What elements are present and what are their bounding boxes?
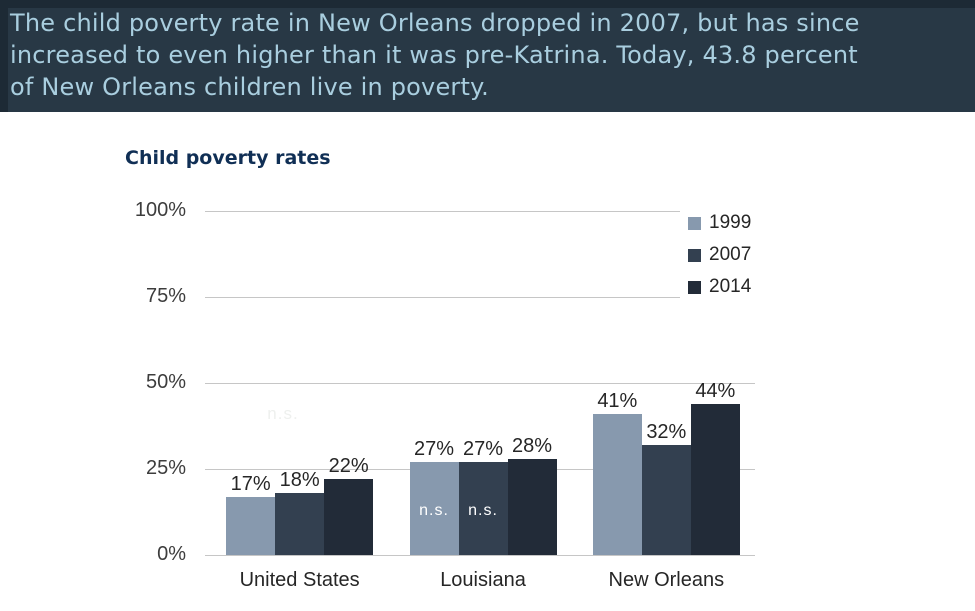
gridline [205, 297, 755, 298]
legend-item-1999: 1999 [688, 207, 775, 239]
bar-new-orleans-1999 [592, 413, 642, 555]
bar-louisiana-2014 [507, 458, 557, 555]
bar-value-label: 41% [597, 389, 638, 412]
chart-title: Child poverty rates [125, 147, 331, 169]
header-banner: The child poverty rate in New Orleans dr… [0, 0, 975, 112]
bar-value-label: 18% [279, 469, 320, 492]
legend-swatch [688, 216, 701, 230]
bar-louisiana-1999: n.s. [409, 462, 459, 555]
legend-item-2014: 2014 [688, 271, 775, 303]
legend-swatch [688, 280, 701, 294]
ns-annotation: n.s. [468, 502, 498, 520]
y-tick-label: 0% [157, 543, 186, 565]
gridline [205, 383, 755, 384]
bar-value-label: 22% [328, 455, 369, 478]
bar-value-label: 17% [230, 472, 271, 495]
faint-ns-annotation: n.s. [267, 404, 299, 423]
bar-louisiana-2007: n.s. [458, 462, 508, 555]
plot-area: 17% 18% 22% n.s. 27% n.s. 27% 28% 41% 32% 44% [205, 211, 755, 556]
y-axis-ticks: 0% 25% 50% 75% 100% [0, 199, 186, 565]
bar-united-states-1999 [226, 496, 276, 555]
banner-text-line: increased to even higher than it was pre… [10, 41, 858, 69]
legend-item-2007: 2007 [688, 239, 775, 271]
category-label: Louisiana [440, 569, 526, 591]
banner-text-line: of New Orleans children live in poverty. [10, 73, 489, 101]
legend-swatch [688, 248, 701, 262]
y-tick-label: 50% [145, 371, 186, 393]
legend-label: 2014 [709, 276, 752, 297]
gridline [205, 211, 755, 212]
bar-new-orleans-2007 [641, 444, 691, 555]
y-tick-label: 100% [134, 199, 186, 221]
y-tick-label: 25% [145, 457, 186, 479]
bar-united-states-2014 [324, 479, 374, 555]
bar-value-label: 44% [695, 379, 736, 402]
category-label: New Orleans [608, 569, 725, 591]
bar-value-label: 27% [462, 438, 504, 461]
bar-value-label: 27% [413, 438, 455, 461]
ns-annotation: n.s. [419, 502, 449, 520]
x-axis-line [205, 555, 755, 556]
bar-value-label: 32% [646, 420, 687, 443]
category-label: United States [239, 569, 360, 591]
bar-new-orleans-2014 [690, 403, 740, 555]
bar-value-label: 28% [511, 434, 553, 457]
legend-label: 2007 [709, 244, 752, 265]
banner-text-line: The child poverty rate in New Orleans dr… [10, 9, 860, 37]
y-tick-label: 75% [145, 285, 186, 307]
bar-united-states-2007 [275, 493, 325, 555]
legend: 1999 2007 2014 [680, 203, 775, 309]
x-axis-labels: United States Louisiana New Orleans [205, 569, 755, 599]
legend-label: 1999 [709, 212, 752, 233]
